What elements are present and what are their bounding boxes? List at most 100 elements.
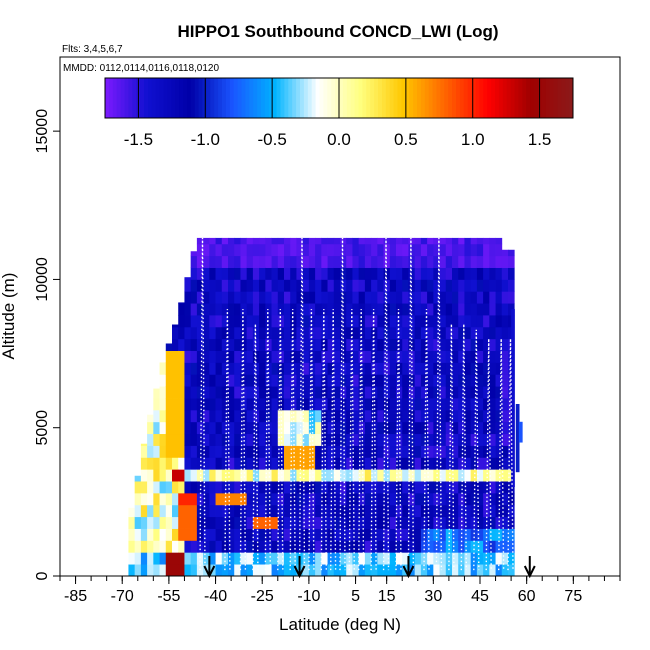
heat-cell [501, 516, 509, 529]
heat-cell [371, 433, 378, 446]
heat-cell [420, 374, 428, 387]
heat-cell [439, 291, 447, 304]
heat-cell [308, 540, 316, 553]
heat-cell [346, 528, 353, 541]
heat-cell [489, 421, 496, 435]
heat-cell [315, 398, 322, 411]
heat-cell [321, 267, 328, 280]
heat-cell [265, 409, 272, 423]
heat-cell [489, 291, 496, 304]
colorbar-swatch [342, 78, 348, 118]
heat-cell [228, 421, 235, 435]
colorbar-swatch [105, 78, 110, 118]
heat-cell [184, 492, 192, 506]
heat-cell [483, 492, 490, 506]
heat-cell [252, 362, 260, 375]
heat-cell [240, 315, 248, 328]
colorbar-swatch [417, 78, 422, 118]
colorbar-swatch [561, 78, 566, 118]
heat-cell [196, 492, 204, 506]
heat-cell [308, 267, 316, 280]
heat-cell [495, 528, 503, 541]
heat-cell [495, 255, 503, 268]
colorbar-swatch [264, 78, 270, 118]
heat-cell [414, 564, 422, 576]
heat-cell [209, 237, 216, 245]
heat-cell [433, 528, 440, 541]
heat-cell [234, 469, 241, 482]
heat-cell [402, 457, 409, 470]
heat-cell [470, 279, 478, 292]
heat-cell [178, 386, 185, 399]
heat-cell [265, 255, 272, 268]
heat-cell [271, 315, 279, 328]
heat-cell [358, 291, 366, 304]
heat-cell [209, 469, 216, 482]
heat-cell [452, 564, 459, 576]
colorbar-swatch [374, 78, 379, 118]
heat-cell [271, 279, 279, 292]
heat-cell [315, 445, 322, 458]
heat-cell [184, 528, 192, 541]
heat-cell [321, 421, 328, 435]
heat-cell [308, 469, 316, 482]
heat-cell [196, 326, 204, 340]
heat-cell [252, 457, 260, 470]
heat-cell [196, 291, 204, 304]
heat-cell [327, 255, 335, 268]
heat-cell [284, 398, 291, 411]
heat-cell [178, 350, 185, 363]
heat-cell [221, 243, 229, 257]
heat-cell [508, 267, 515, 280]
heat-cell [458, 421, 465, 435]
heat-cell [352, 445, 360, 458]
heat-cell [371, 421, 378, 435]
heat-cell [284, 255, 291, 268]
heat-cell [165, 386, 173, 399]
heat-cell [402, 267, 409, 280]
heat-cell [221, 255, 229, 268]
heat-cell [153, 481, 160, 494]
heat-cell [495, 326, 503, 340]
heat-cell [228, 457, 235, 470]
colorbar-swatch [151, 78, 157, 118]
heat-cell [134, 475, 142, 482]
heat-cell [464, 504, 472, 518]
heat-cell [308, 237, 316, 245]
heat-cell [476, 243, 484, 257]
heat-cell [333, 564, 341, 576]
heat-cell [215, 528, 223, 541]
heat-cell [234, 457, 241, 470]
heat-cell [315, 528, 322, 541]
heat-cell [271, 540, 279, 553]
heat-cell [302, 516, 310, 529]
heat-cell [321, 445, 328, 458]
heat-cell [215, 350, 223, 363]
heat-cell [221, 267, 229, 280]
heat-cell [439, 433, 447, 446]
heat-cell [221, 421, 229, 435]
heat-cell [433, 338, 440, 351]
heat-cell [333, 492, 341, 506]
heat-cell [452, 421, 459, 435]
heat-cell [489, 350, 496, 363]
colorbar-swatch [128, 78, 133, 118]
heat-cell [221, 326, 229, 340]
heat-cell [340, 469, 347, 482]
heat-cell [501, 279, 509, 292]
heat-cell [302, 338, 310, 351]
heat-cell [284, 374, 291, 387]
heat-cell [420, 528, 428, 541]
heat-cell [159, 374, 167, 387]
heat-cell [364, 457, 372, 470]
heat-cell [308, 243, 316, 257]
heat-cell [184, 398, 192, 411]
flight-profile-line [298, 237, 306, 571]
heat-cell [408, 457, 416, 470]
heat-cell [271, 421, 279, 435]
heat-cell [452, 350, 459, 363]
heat-cell [221, 528, 229, 541]
heat-cell [321, 516, 328, 529]
heat-cell [389, 552, 397, 565]
heat-cell [178, 528, 185, 541]
